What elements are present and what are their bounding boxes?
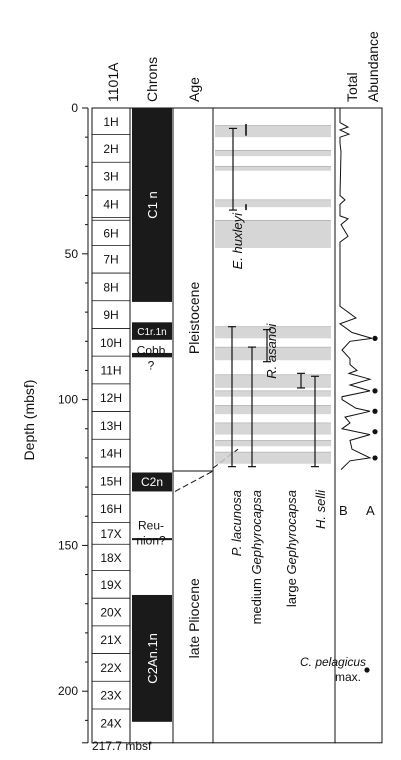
shaded-interval [215,405,331,415]
abundance-point [372,335,378,341]
core-label: 23X [100,689,121,703]
shaded-intervals [215,125,331,464]
shaded-interval [215,347,331,361]
chron-note: Reu- [138,519,164,533]
chron-column: C1 n C1r.1n C2n C2An.1n Cobb? Reu-nion? [132,108,172,722]
chron-label: C1r.1n [137,327,166,338]
core-label: 22X [100,661,121,675]
header-site: 1101A [105,62,121,102]
shaded-interval [215,326,331,339]
shaded-interval [215,374,331,388]
core-label: 7H [103,253,118,267]
abundance-line [338,108,373,470]
shaded-interval [215,220,331,248]
core-label: 16H [100,502,122,516]
axis-tick-label: 50 [65,247,79,261]
taxon-label: H. selli [313,489,328,529]
core-label: 2H [103,142,118,156]
chron-label: C1 n [145,191,160,218]
abundance-label-b: B [339,503,348,518]
chron-note: ? [148,359,155,373]
core-label: 3H [103,170,118,184]
core-label: 1H [103,115,118,129]
shaded-interval [215,390,331,397]
abundance-point [372,408,378,414]
axis-tick-label: 150 [58,538,78,552]
core-label: 20X [100,606,121,620]
core-label: 8H [103,280,118,294]
chron-note: nion? [136,534,166,548]
abundance-curve [338,108,378,470]
axis-tick-label: 100 [58,393,78,407]
age-label: late Pliocene [186,578,202,658]
taxon-label: R. asanoi [264,323,279,379]
header-abundance: Abundance [365,31,381,102]
abundance-point [372,455,378,461]
chron-block [132,538,172,541]
taxon-label-prefix: large [284,575,299,608]
shaded-interval [215,150,331,157]
core-label: 21X [100,633,121,647]
abundance-point [372,388,378,394]
taxon-label-prefix: medium [249,575,264,625]
taxon-label: large Gephyrocapsa [284,490,299,607]
core-label: 6H [103,226,118,240]
chron-block [132,108,172,302]
core-column: 1H 2H 3H 4H 6H 7H 8H 9H 10H 11H 12H 13H 14H 15H 16H 17X… [92,107,130,730]
core-label: 12H [100,391,122,405]
taxon-label: E. huxleyi [230,212,245,269]
shaded-interval [215,125,331,138]
pelagicus-label: C. pelagicus [300,655,366,669]
chron-block [132,472,172,492]
core-label: 24X [100,716,121,730]
core-label: 9H [103,308,118,322]
age-tie-line [212,448,239,469]
core-label: 14H [100,447,122,461]
taxon-label-genus: Gephyrocapsa [284,490,299,575]
column-frame [334,107,383,744]
chron-block [132,322,172,340]
age-tie-line [174,470,214,492]
chron-note: Cobb [137,344,166,358]
taxon-label: P. lacunosa [229,490,244,556]
shaded-interval [215,440,331,447]
axis-tick-label: 200 [58,684,78,698]
core-label: 19X [100,578,121,592]
pelagicus-point [364,667,370,673]
shaded-interval [215,452,331,464]
header-chrons: Chrons [144,57,160,102]
depth-axis-label: Depth (mbsf) [21,380,37,461]
depth-axis: 0 50 100 150 200 [58,101,89,744]
core-label: 17X [100,527,121,541]
chron-block [132,594,172,722]
core-label: 11H [100,364,121,378]
core-label: 4H [103,197,118,211]
abundance-label-a: A [366,503,375,518]
chron-label: C2An.1n [145,633,160,684]
shaded-interval [215,422,331,435]
chron-block [132,352,172,358]
core-label: 10H [100,336,122,350]
shaded-interval [215,166,331,171]
axis-tick-label: 0 [71,101,78,115]
abundance-point [372,429,378,435]
pelagicus-max: max. [335,670,361,684]
taxon-label: medium Gephyrocapsa [249,490,264,624]
age-label: Pleistocene [186,282,202,355]
core-label: 13H [100,419,122,433]
header-total: Total [344,72,360,102]
chron-label: C2n [141,475,163,489]
shaded-interval [215,199,331,208]
age-column: Pleistocene late Pliocene [173,282,239,658]
taxon-label-genus: Gephyrocapsa [249,490,264,575]
core-label: 18X [100,551,121,565]
core-label: 15H [100,474,122,488]
bottom-depth-label: 217.7 mbsf [92,739,152,753]
header-age: Age [186,77,202,102]
